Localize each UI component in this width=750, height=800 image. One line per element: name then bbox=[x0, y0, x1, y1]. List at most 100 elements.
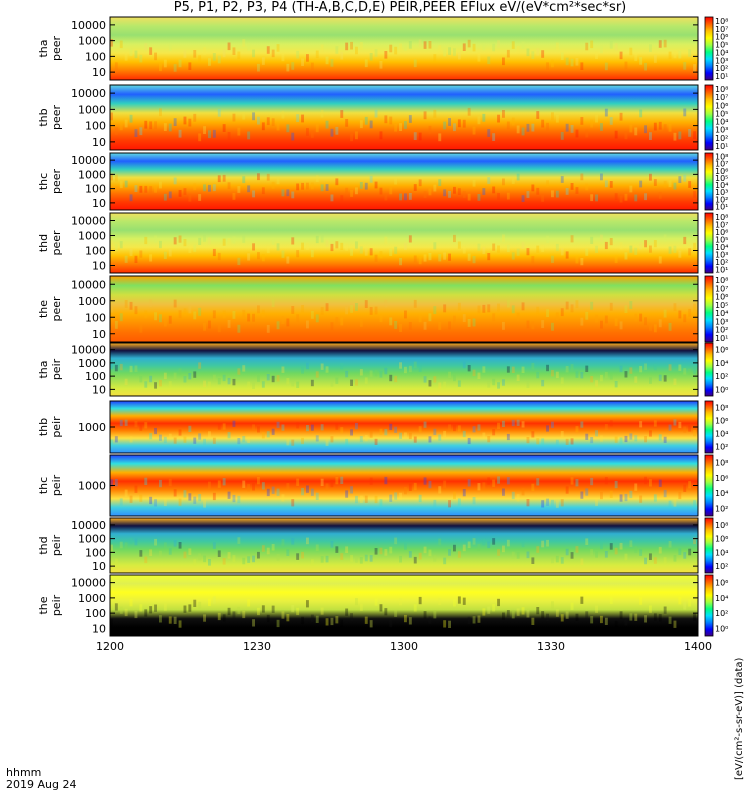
colorbar-tick-label: 10³ bbox=[715, 56, 728, 65]
spectrogram-texture bbox=[168, 478, 172, 487]
spectrogram-texture bbox=[516, 125, 520, 134]
spectrogram-texture bbox=[634, 483, 638, 491]
spectrogram-texture bbox=[418, 552, 422, 560]
spectrogram-texture bbox=[649, 553, 652, 560]
spectrogram-texture bbox=[433, 376, 437, 383]
spectrogram-texture bbox=[668, 541, 672, 548]
spectrogram-texture bbox=[565, 366, 569, 373]
spectrogram-texture bbox=[541, 119, 545, 128]
spectrogram-texture bbox=[609, 117, 613, 125]
spectrogram-texture bbox=[276, 44, 280, 52]
spectrogram-texture bbox=[203, 322, 206, 331]
spectrogram-texture bbox=[502, 234, 505, 242]
spectrogram-texture bbox=[188, 373, 192, 380]
spectrogram-texture bbox=[565, 486, 569, 494]
spectrogram-texture bbox=[252, 483, 255, 491]
spectrogram-texture bbox=[399, 193, 402, 201]
spectrogram-texture bbox=[560, 132, 564, 140]
spectrogram-texture bbox=[683, 236, 687, 245]
spectrogram-texture bbox=[134, 185, 138, 192]
spectrogram-texture bbox=[271, 375, 275, 383]
spectrogram-texture bbox=[404, 614, 407, 623]
spectrogram-texture bbox=[173, 177, 177, 185]
spectrogram-texture bbox=[183, 551, 187, 559]
spectrogram-texture bbox=[506, 539, 510, 547]
spectrogram-texture bbox=[183, 436, 187, 443]
spectrogram-texture bbox=[315, 435, 319, 442]
spectrogram-texture bbox=[565, 123, 569, 132]
spectrogram-texture bbox=[271, 605, 275, 613]
spectrogram-texture bbox=[188, 425, 192, 432]
spectrogram-texture bbox=[609, 238, 613, 246]
y-axis-label-probe: tha bbox=[37, 39, 50, 57]
spectrogram-texture bbox=[301, 616, 304, 625]
spectrogram-texture bbox=[359, 182, 363, 189]
spectrogram-texture bbox=[526, 320, 530, 329]
spectrogram-texture bbox=[609, 41, 613, 49]
colorbar-tick-label: 10⁵ bbox=[715, 235, 728, 244]
spectrogram-texture bbox=[536, 187, 540, 195]
spectrogram-texture bbox=[678, 50, 682, 59]
spectrogram-texture bbox=[345, 306, 349, 315]
spectrogram-texture bbox=[178, 235, 182, 243]
spectrogram-texture bbox=[624, 553, 628, 561]
spectrogram-texture bbox=[261, 309, 265, 318]
spectrogram-texture bbox=[575, 300, 579, 309]
spectrogram-texture bbox=[413, 132, 417, 140]
spectrogram-texture bbox=[418, 365, 422, 372]
spectrogram-texture bbox=[237, 51, 241, 60]
spectrogram-texture bbox=[355, 598, 358, 606]
spectrogram-texture bbox=[668, 51, 672, 60]
spectrogram-texture bbox=[227, 320, 231, 328]
spectrogram-texture bbox=[296, 114, 300, 122]
spectrogram-texture bbox=[580, 258, 584, 266]
y-tick-label: 100 bbox=[85, 607, 106, 620]
spectrogram-texture bbox=[658, 614, 662, 622]
spectrogram-texture bbox=[658, 434, 662, 441]
spectrogram-texture bbox=[242, 235, 246, 243]
spectrogram-texture bbox=[423, 546, 427, 554]
spectrogram-texture bbox=[271, 49, 275, 58]
spectrogram-texture bbox=[482, 432, 486, 439]
spectrogram-texture bbox=[364, 248, 368, 256]
spectrogram-texture bbox=[291, 499, 295, 507]
spectrogram-texture bbox=[281, 316, 285, 324]
spectrogram-texture bbox=[188, 604, 192, 612]
spectrogram-texture bbox=[673, 555, 677, 562]
spectrogram-texture bbox=[619, 51, 623, 60]
spectrogram-texture bbox=[644, 125, 647, 134]
spectrogram-texture bbox=[536, 371, 540, 379]
spectrogram-texture bbox=[482, 538, 486, 546]
spectrogram-texture bbox=[340, 195, 344, 202]
spectrogram-texture bbox=[678, 548, 682, 555]
spectrogram-texture bbox=[183, 50, 187, 58]
spectrogram-texture bbox=[467, 39, 471, 48]
spectrogram-texture bbox=[188, 118, 192, 127]
colorbar-tick-label: 10⁷ bbox=[715, 93, 728, 102]
spectrogram-texture bbox=[423, 477, 427, 485]
spectrogram-texture bbox=[301, 182, 304, 190]
y-axis-label-quantity: peir bbox=[50, 474, 63, 496]
spectrogram-texture bbox=[404, 432, 407, 439]
spectrogram-texture bbox=[114, 364, 118, 372]
spectrogram-texture bbox=[526, 248, 530, 256]
spectrogram-texture bbox=[570, 477, 574, 485]
spectrogram-texture bbox=[570, 58, 574, 67]
spectrogram-texture bbox=[320, 607, 324, 615]
spectrogram-texture bbox=[399, 492, 402, 501]
spectrogram-texture bbox=[497, 382, 500, 389]
colorbar-tick-label: 10¹ bbox=[715, 72, 728, 81]
spectrogram-texture bbox=[149, 299, 153, 308]
spectrogram-texture bbox=[163, 498, 167, 506]
spectrogram-texture bbox=[634, 247, 638, 255]
spectrogram-texture bbox=[448, 118, 451, 126]
spectrogram-texture bbox=[208, 431, 211, 438]
colorbar bbox=[704, 16, 714, 81]
spectrogram-texture bbox=[178, 620, 182, 628]
spectrogram-texture bbox=[570, 183, 574, 190]
colorbar-tick-label: 10⁶ bbox=[715, 417, 728, 426]
spectrogram-texture bbox=[653, 324, 657, 333]
spectrogram-texture bbox=[693, 242, 696, 250]
spectrogram-texture bbox=[477, 483, 481, 491]
spectrogram-texture bbox=[350, 555, 353, 562]
